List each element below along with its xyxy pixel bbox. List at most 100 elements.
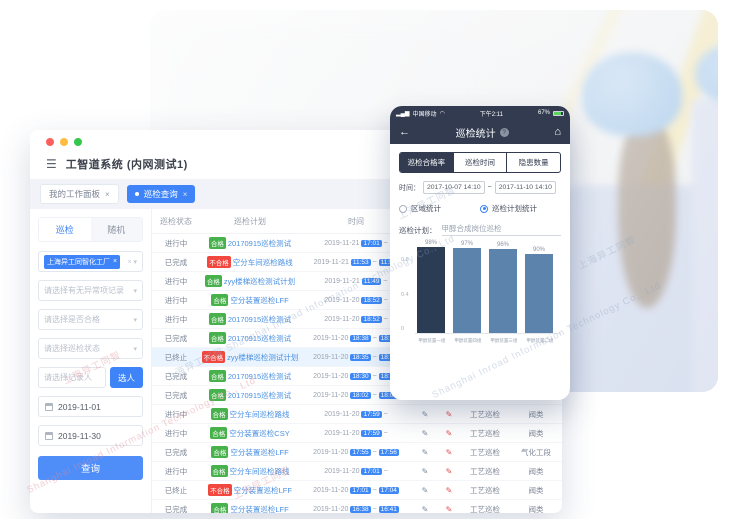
close-icon[interactable]: × bbox=[182, 189, 188, 199]
y-tick: 0.4 bbox=[401, 292, 409, 298]
status-cell: 已完成 bbox=[152, 442, 200, 462]
plan-link[interactable]: 空分装置巡检LFF bbox=[233, 486, 292, 495]
bar-category-label: 甲醇装置二组 bbox=[526, 338, 554, 344]
close-icon[interactable]: × bbox=[105, 189, 110, 199]
window-titlebar bbox=[30, 130, 562, 154]
range-start-input[interactable]: 2017-10-07 14:10 bbox=[423, 181, 485, 194]
table-row[interactable]: 已终止 不合格 空分装置巡检LFF 2019-11-20 17:01 ~ 17:04 ✎… bbox=[152, 480, 562, 500]
hamburger-menu-icon[interactable]: ☰ bbox=[46, 157, 57, 171]
factory-multiselect[interactable]: 上海异工同智化工厂 × × ▾ bbox=[38, 251, 143, 272]
edit-icon[interactable]: ✎ bbox=[421, 485, 429, 495]
maximize-window-button[interactable] bbox=[74, 138, 82, 146]
edit-icon[interactable]: ✎ bbox=[421, 409, 429, 419]
plan-link[interactable]: zyy楼梯巡检测试计划 bbox=[227, 353, 299, 362]
radio-plan-stat[interactable]: 巡检计划统计 bbox=[480, 203, 561, 214]
edit-icon[interactable]: ✎ bbox=[421, 466, 429, 476]
table-row[interactable]: 进行中 合格 空分车间巡检路线 2019-11-20 17:01 ~ ✎ ✎ 工艺巡检 阀类 bbox=[152, 461, 562, 481]
remove-tag-icon[interactable]: × bbox=[113, 258, 118, 265]
alert-edit-icon[interactable]: ✎ bbox=[445, 428, 453, 438]
tab-workbench[interactable]: 我的工作面板 × bbox=[40, 184, 119, 204]
result-badge: 合格 bbox=[210, 408, 228, 420]
phone-screenshot: ▂▄▆ 中国移动 ◠ 下午2:11 67% ← 巡检统计 ? ⌂ 巡检合格率 巡… bbox=[390, 106, 570, 400]
time-cell: 2019-11-20 17:01 ~ 17:04 bbox=[300, 480, 412, 500]
table-row[interactable]: 进行中 合格 空分车间巡检路线 2019-11-20 17:59 ~ ✎ ✎ 工艺巡检 阀类 bbox=[152, 404, 562, 424]
battery-percent: 67% bbox=[537, 110, 550, 116]
start-time-chip: 17:01 bbox=[361, 467, 382, 475]
minimize-window-button[interactable] bbox=[60, 138, 68, 146]
area-cell: 阀类 bbox=[510, 461, 562, 481]
status-cell: 已完成 bbox=[152, 385, 200, 405]
app-title: 工智道系统 (内网测试1) bbox=[65, 159, 188, 171]
alert-edit-icon[interactable]: ✎ bbox=[445, 485, 453, 495]
result-badge: 合格 bbox=[208, 237, 226, 249]
search-button[interactable]: 查询 bbox=[38, 456, 143, 480]
status-cell: 进行中 bbox=[152, 404, 200, 424]
time-cell: 2019-11-20 18:30 ~ 18:31 bbox=[300, 366, 412, 386]
tab-inspection-time[interactable]: 巡检时间 bbox=[452, 153, 507, 172]
status-cell: 进行中 bbox=[152, 309, 200, 329]
bar-value-label: 90% bbox=[532, 247, 545, 253]
plan-link[interactable]: 20170915巡检测试 bbox=[227, 391, 292, 400]
edit-icon[interactable]: ✎ bbox=[421, 504, 429, 514]
start-time-chip: 18:02 bbox=[350, 391, 371, 399]
app-header: ☰ 工智道系统 (内网测试1) bbox=[30, 154, 562, 179]
plan-link[interactable]: 空分车间巡检路线 bbox=[229, 467, 290, 476]
edit-icon[interactable]: ✎ bbox=[421, 447, 429, 457]
plan-link[interactable]: 空分装置巡检LFF bbox=[230, 505, 289, 513]
back-arrow-icon[interactable]: ← bbox=[399, 126, 410, 138]
date-to-input[interactable]: 2019-11-30 bbox=[38, 425, 143, 446]
recorder-input[interactable]: 请选择记录人 bbox=[38, 367, 106, 388]
status-select[interactable]: 请选择巡检状态 ▾ bbox=[38, 338, 143, 359]
start-time-chip: 17:59 bbox=[361, 410, 382, 418]
alert-edit-icon[interactable]: ✎ bbox=[445, 409, 453, 419]
plan-link[interactable]: 空分车间巡检路线 bbox=[229, 410, 290, 419]
edit-icon[interactable]: ✎ bbox=[421, 428, 429, 438]
home-icon[interactable]: ⌂ bbox=[554, 126, 561, 138]
date-from-input[interactable]: 2019-11-01 bbox=[38, 396, 143, 417]
table-row[interactable]: 已完成 合格 空分装置巡检LFF 2019-11-20 16:38 ~ 16:41 ✎ ✎… bbox=[152, 499, 562, 514]
plan-link[interactable]: 20170915巡检测试 bbox=[227, 315, 292, 324]
tab-inspection-query[interactable]: 巡检查询 × bbox=[126, 185, 196, 203]
plan-link[interactable]: 空分装置巡检LFF bbox=[230, 448, 289, 457]
table-row[interactable]: 已完成 合格 空分装置巡检LFF 2019-11-20 17:55 ~ 17:56 ✎ ✎… bbox=[152, 442, 562, 462]
start-time-chip: 17:59 bbox=[361, 429, 382, 437]
tab-random[interactable]: 随机 bbox=[90, 218, 142, 241]
end-time-chip: 11:58 bbox=[378, 258, 399, 266]
alert-edit-icon[interactable]: ✎ bbox=[445, 447, 453, 457]
radio-checked-icon bbox=[480, 204, 488, 213]
plan-link[interactable]: zyy楼梯巡检测试计划 bbox=[223, 277, 296, 286]
alert-edit-icon[interactable]: ✎ bbox=[445, 466, 453, 476]
alert-edit-icon[interactable]: ✎ bbox=[445, 504, 453, 514]
tab-pass-rate[interactable]: 巡检合格率 bbox=[400, 153, 453, 172]
plan-link[interactable]: 20170915巡检测试 bbox=[227, 334, 292, 343]
signal-icon: ▂▄▆ bbox=[396, 110, 410, 117]
status-cell: 进行中 bbox=[152, 233, 200, 253]
plan-link[interactable]: 20170915巡检测试 bbox=[227, 239, 292, 248]
tab-hazard-count[interactable]: 隐患数量 bbox=[506, 153, 560, 172]
help-icon[interactable]: ? bbox=[499, 127, 509, 137]
plan-link[interactable]: 20170915巡检测试 bbox=[227, 372, 292, 381]
radio-region-stat[interactable]: 区域统计 bbox=[399, 203, 480, 214]
result-badge: 不合格 bbox=[207, 256, 231, 268]
abnormal-record-select[interactable]: 请选择有无异常项记录 ▾ bbox=[38, 280, 143, 301]
phone-status-bar: ▂▄▆ 中国移动 ◠ 下午2:11 67% bbox=[390, 106, 570, 120]
type-cell: 工艺巡检 bbox=[460, 480, 510, 500]
start-time-chip: 18:52 bbox=[361, 296, 382, 304]
plan-value-field[interactable]: 甲醇合成岗位巡检 bbox=[441, 223, 561, 236]
qualified-select[interactable]: 请选择是否合格 ▾ bbox=[38, 309, 143, 330]
table-row[interactable]: 进行中 合格 空分装置巡检CSY 2019-11-20 17:59 ~ ✎ ✎ 工艺巡检 阀类 bbox=[152, 423, 562, 443]
range-end-input[interactable]: 2017-11-10 14:10 bbox=[494, 181, 556, 194]
plan-link[interactable]: 空分装置巡检LFF bbox=[230, 296, 289, 305]
select-person-button[interactable]: 选人 bbox=[109, 367, 143, 388]
area-cell: 阀类 bbox=[510, 423, 562, 443]
plan-link[interactable]: 空分车间巡检路线 bbox=[232, 258, 293, 267]
end-time-chip: 18:31 bbox=[378, 372, 399, 380]
area-cell: 阀类 bbox=[510, 404, 562, 424]
area-cell: 阀类 bbox=[510, 499, 562, 513]
plan-link[interactable]: 空分装置巡检CSY bbox=[229, 429, 290, 438]
area-cell: 阀类 bbox=[510, 480, 562, 500]
close-window-button[interactable] bbox=[46, 138, 54, 146]
phone-page-title: 巡检统计 bbox=[455, 128, 496, 140]
tab-inspection[interactable]: 巡检 bbox=[39, 218, 91, 241]
time-cell: 2019-11-20 16:38 ~ 16:41 bbox=[300, 499, 412, 513]
